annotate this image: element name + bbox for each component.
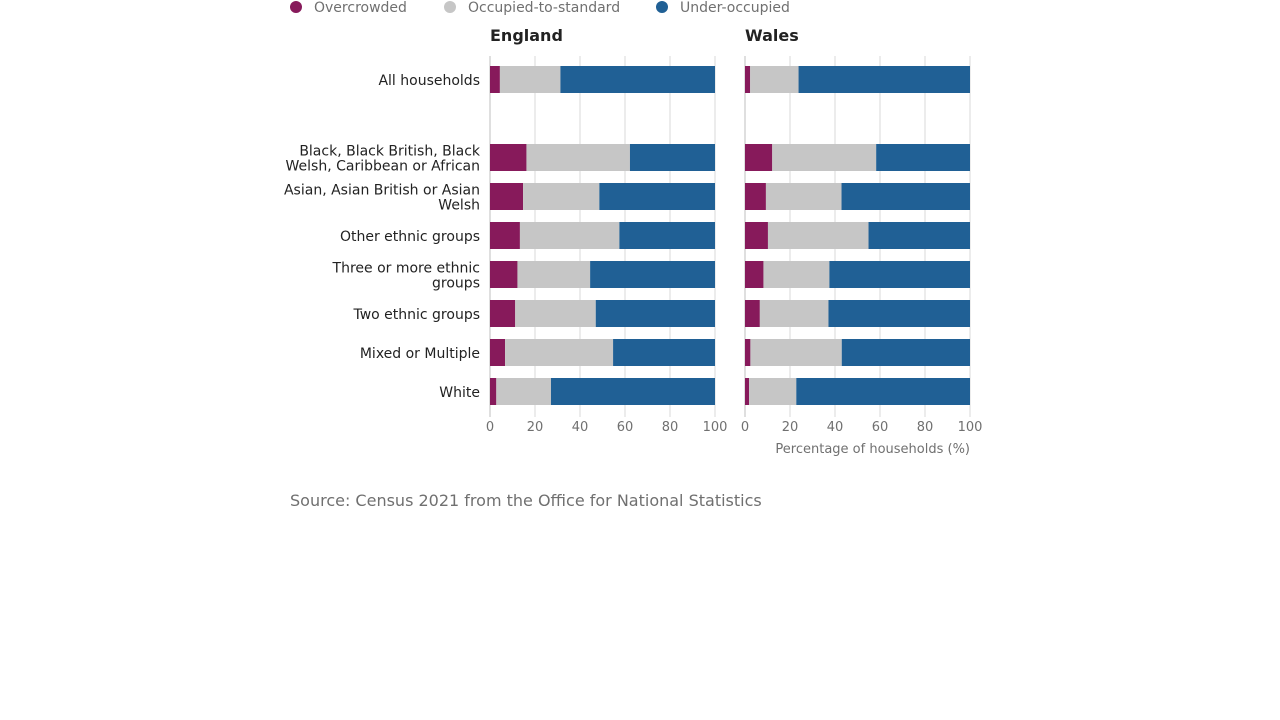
x-axis-label: Percentage of households (%) bbox=[775, 442, 970, 457]
panel-title: Wales bbox=[745, 26, 799, 45]
bar-segment bbox=[796, 378, 970, 405]
bar-segment bbox=[772, 144, 877, 171]
bar-segment bbox=[550, 378, 715, 405]
legend: Overcrowded Occupied-to-standard Under-occ… bbox=[290, 0, 790, 16]
x-tick-label: 100 bbox=[703, 420, 728, 435]
bar-segment bbox=[613, 339, 715, 366]
bar-segment bbox=[490, 261, 518, 288]
bar-segment bbox=[490, 300, 516, 327]
x-tick-label: 0 bbox=[741, 420, 749, 435]
category-label: Two ethnic groups bbox=[352, 307, 480, 323]
bar-segment bbox=[523, 183, 600, 210]
bar-segment bbox=[841, 183, 970, 210]
bar-segment bbox=[829, 261, 970, 288]
panel-title: England bbox=[490, 26, 563, 45]
legend-item: Occupied-to-standard bbox=[444, 0, 620, 16]
bar-segment bbox=[745, 339, 751, 366]
panel-england: England 0 20 40 60 80 100 bbox=[486, 26, 728, 435]
x-tick-label: 20 bbox=[527, 420, 544, 435]
bar-segment bbox=[745, 66, 751, 93]
legend-item: Under-occupied bbox=[656, 0, 790, 16]
legend-label: Occupied-to-standard bbox=[468, 0, 620, 16]
x-tick-label: 60 bbox=[617, 420, 634, 435]
bar-segment bbox=[619, 222, 715, 249]
bar-segment bbox=[841, 339, 970, 366]
bar-segment bbox=[759, 300, 829, 327]
bar-segment bbox=[519, 222, 620, 249]
bar-segment bbox=[749, 378, 797, 405]
bar-segment bbox=[763, 261, 830, 288]
panel-wales: Wales 0 20 40 60 80 100 bbox=[741, 26, 983, 435]
bar-segment bbox=[595, 300, 715, 327]
bar-segment bbox=[517, 261, 591, 288]
bar-segment bbox=[745, 300, 760, 327]
category-label: Other ethnic groups bbox=[340, 229, 480, 245]
bar-segment bbox=[490, 66, 500, 93]
bar-segment bbox=[767, 222, 869, 249]
bar-segment bbox=[505, 339, 614, 366]
bar-segment bbox=[745, 144, 773, 171]
category-label: Welsh bbox=[438, 198, 480, 214]
bar-segment bbox=[876, 144, 970, 171]
bar-segment bbox=[629, 144, 715, 171]
bar-segment bbox=[490, 378, 497, 405]
chart-panels: England 0 20 40 60 80 100 Wales 0 20 40 60 80 100 bbox=[486, 26, 983, 435]
category-label: Asian, Asian British or Asian bbox=[284, 183, 480, 199]
bar-segment bbox=[745, 183, 766, 210]
bar-segment bbox=[560, 66, 715, 93]
x-tick-label: 40 bbox=[572, 420, 589, 435]
x-tick-label: 20 bbox=[782, 420, 799, 435]
legend-swatch bbox=[656, 1, 668, 13]
bar-segment bbox=[745, 261, 764, 288]
bar-segment bbox=[515, 300, 596, 327]
category-label: Three or more ethnic bbox=[332, 261, 480, 277]
legend-label: Under-occupied bbox=[680, 0, 790, 16]
x-tick-label: 40 bbox=[827, 420, 844, 435]
bar-segment bbox=[496, 378, 551, 405]
category-label: Welsh, Caribbean or African bbox=[286, 159, 480, 175]
category-label: groups bbox=[432, 276, 480, 292]
bar-segment bbox=[745, 378, 750, 405]
bar-segment bbox=[490, 222, 520, 249]
x-tick-label: 100 bbox=[958, 420, 983, 435]
bar-segment bbox=[828, 300, 970, 327]
category-label: Mixed or Multiple bbox=[360, 346, 480, 362]
bar-segment bbox=[750, 66, 799, 93]
x-tick-label: 60 bbox=[872, 420, 889, 435]
bar-segment bbox=[765, 183, 842, 210]
category-label: Black, Black British, Black bbox=[299, 144, 481, 160]
legend-swatch bbox=[290, 1, 302, 13]
legend-item: Overcrowded bbox=[290, 0, 407, 16]
x-tick-label: 80 bbox=[917, 420, 934, 435]
bar-segment bbox=[599, 183, 715, 210]
bar-segment bbox=[499, 66, 561, 93]
bar-segment bbox=[745, 222, 768, 249]
bar-segment bbox=[590, 261, 715, 288]
bar-segment bbox=[490, 339, 506, 366]
legend-swatch bbox=[444, 1, 456, 13]
x-tick-label: 0 bbox=[486, 420, 494, 435]
bar-segment bbox=[798, 66, 970, 93]
bar-segment bbox=[526, 144, 630, 171]
bar-segment bbox=[490, 183, 524, 210]
category-labels: All households Black, Black British, Blac… bbox=[284, 73, 481, 401]
bar-segment bbox=[868, 222, 970, 249]
x-tick-label: 80 bbox=[662, 420, 679, 435]
bar-segment bbox=[490, 144, 527, 171]
bar-segment bbox=[750, 339, 842, 366]
category-label: All households bbox=[378, 73, 480, 89]
source-note: Source: Census 2021 from the Office for … bbox=[290, 491, 762, 510]
category-label: White bbox=[439, 385, 480, 401]
legend-label: Overcrowded bbox=[314, 0, 407, 16]
